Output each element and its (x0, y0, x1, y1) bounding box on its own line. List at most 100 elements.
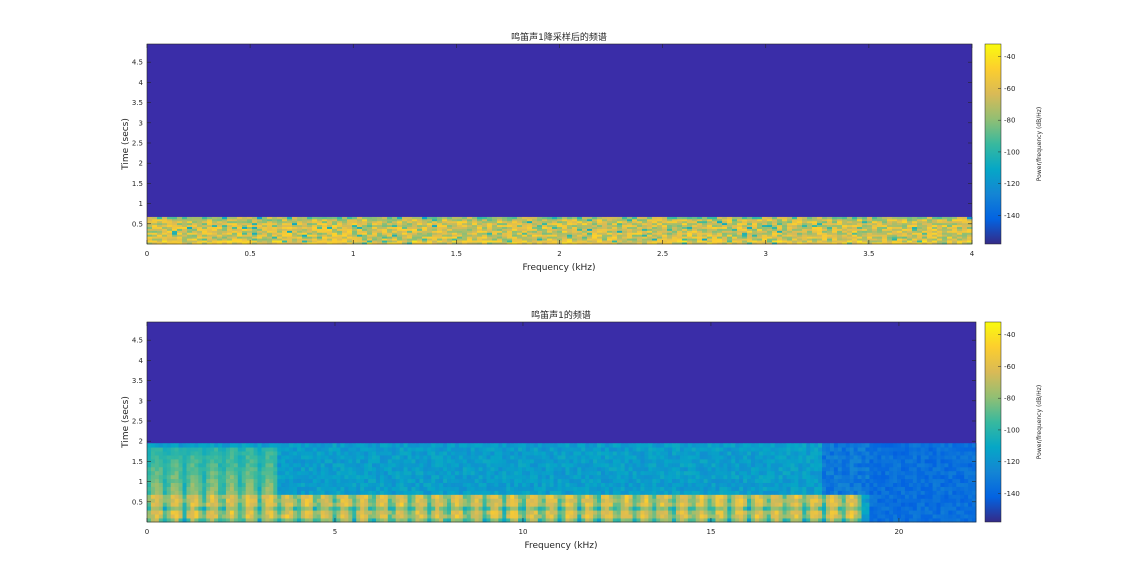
spectrogram-cell (687, 228, 693, 231)
spectrogram-cell (592, 220, 598, 224)
spectrogram-cell (587, 238, 593, 241)
spectrogram-cell (869, 518, 874, 523)
spectrogram-cell (510, 514, 515, 519)
spectrogram-cell (537, 482, 543, 487)
spectrogram-cell (382, 224, 388, 227)
spectrogram-cell (679, 498, 685, 503)
spectrogram-cell (892, 230, 898, 233)
spectrogram-cell (647, 218, 653, 222)
spectrogram-cell (432, 224, 438, 227)
spectrogram-cell (916, 482, 922, 487)
spectrogram-cell (437, 242, 443, 245)
spectrogram-cell (207, 216, 213, 220)
spectrogram-cell (247, 238, 253, 241)
spectrogram-cell (423, 474, 428, 480)
spectrogram-cell (825, 486, 831, 491)
spectrogram-cell (281, 482, 286, 487)
spectrogram-cell (242, 234, 248, 237)
spectrogram-cell (227, 216, 233, 220)
spectrogram-cell (467, 220, 473, 224)
spectrogram-cell (431, 478, 436, 484)
spectrogram-cell (940, 478, 945, 484)
spectrogram-cell (752, 238, 758, 241)
spectrogram-cell (872, 240, 878, 243)
spectrogram-cell (222, 216, 228, 220)
spectrogram-cell (758, 510, 764, 515)
spectrogram-cell (877, 234, 883, 237)
spectrogram-cell (572, 220, 578, 224)
spectrogram-cell (332, 220, 338, 224)
spectrogram-cell (177, 240, 183, 243)
spectrogram-cell (300, 518, 306, 523)
spectrogram-cell (352, 238, 358, 241)
spectrogram-cell (207, 226, 213, 229)
spectrogram-cell (862, 216, 868, 220)
spectrogram-cell (357, 242, 363, 245)
spectrogram-cell (912, 230, 918, 233)
spectrogram-cell (907, 226, 913, 229)
spectrogram-cell (735, 518, 740, 523)
spectrogram-cell (647, 228, 653, 231)
spectrogram-cell (527, 232, 533, 235)
spectrogram-cell (597, 506, 602, 511)
spectrogram-cell (842, 230, 848, 233)
colorbar-tick-label: -60 (1004, 85, 1015, 93)
spectrogram-cell (462, 224, 468, 227)
spectrogram-cell (512, 218, 518, 222)
spectrogram-cell (952, 220, 958, 224)
spectrogram-cell (582, 242, 588, 245)
spectrogram-cell (541, 494, 547, 499)
spectrogram-cell (624, 494, 630, 499)
spectrogram-cell (172, 238, 178, 241)
spectrogram-cell (762, 486, 768, 491)
spectrogram-cell (527, 226, 533, 229)
spectrogram-cell (567, 220, 573, 224)
spectrogram-cell (154, 506, 160, 511)
spectrogram-cell (273, 490, 278, 495)
spectrogram-cell (512, 242, 518, 245)
spectrogram-cell (269, 470, 274, 476)
spectrogram-cell (948, 494, 953, 499)
spectrogram-cell (214, 478, 219, 484)
spectrogram-cell (587, 232, 593, 235)
spectrogram-cell (442, 236, 448, 239)
spectrogram-cell (541, 518, 547, 523)
spectrogram-cell (857, 238, 863, 241)
spectrogram-cell (692, 240, 698, 243)
spectrogram-cell (152, 238, 158, 241)
spectrogram-cell (178, 474, 183, 480)
spectrogram-cell (470, 498, 476, 503)
spectrogram-cell (964, 502, 969, 507)
spectrogram-cell (881, 514, 886, 519)
spectrogram-cell (210, 482, 215, 487)
spectrogram-cell (881, 482, 886, 487)
spectrogram-cell (227, 230, 233, 233)
spectrogram-cell (922, 224, 928, 227)
spectrogram-cell (790, 498, 795, 503)
spectrogram-cell (537, 238, 543, 241)
spectrogram-cell (552, 236, 558, 239)
spectrogram-cell (597, 226, 603, 229)
spectrogram-cell (411, 498, 416, 503)
spectrogram-cell (837, 502, 843, 507)
spectrogram-cell (628, 474, 633, 480)
spectrogram-cell (632, 220, 638, 224)
spectrogram-cell (545, 478, 551, 484)
spectrogram-cell (372, 228, 378, 231)
spectrogram-cell (172, 240, 178, 243)
spectrogram-cell (956, 510, 961, 515)
spectrogram-cell (727, 224, 733, 227)
spectrogram-cell (747, 220, 753, 224)
spectrogram-cell (952, 518, 957, 523)
spectrogram-cell (443, 478, 448, 484)
spectrogram-cell (648, 510, 653, 515)
spectrogram-cell (312, 226, 318, 229)
spectrogram-cell (192, 226, 198, 229)
spectrogram-cell (827, 242, 833, 245)
spectrogram-cell (743, 514, 748, 519)
spectrogram-cell (312, 490, 318, 495)
spectrogram-cell (887, 226, 893, 229)
spectrogram-cell (269, 518, 274, 523)
spectrogram-cell (482, 234, 488, 237)
spectrogram-cell (612, 226, 618, 229)
